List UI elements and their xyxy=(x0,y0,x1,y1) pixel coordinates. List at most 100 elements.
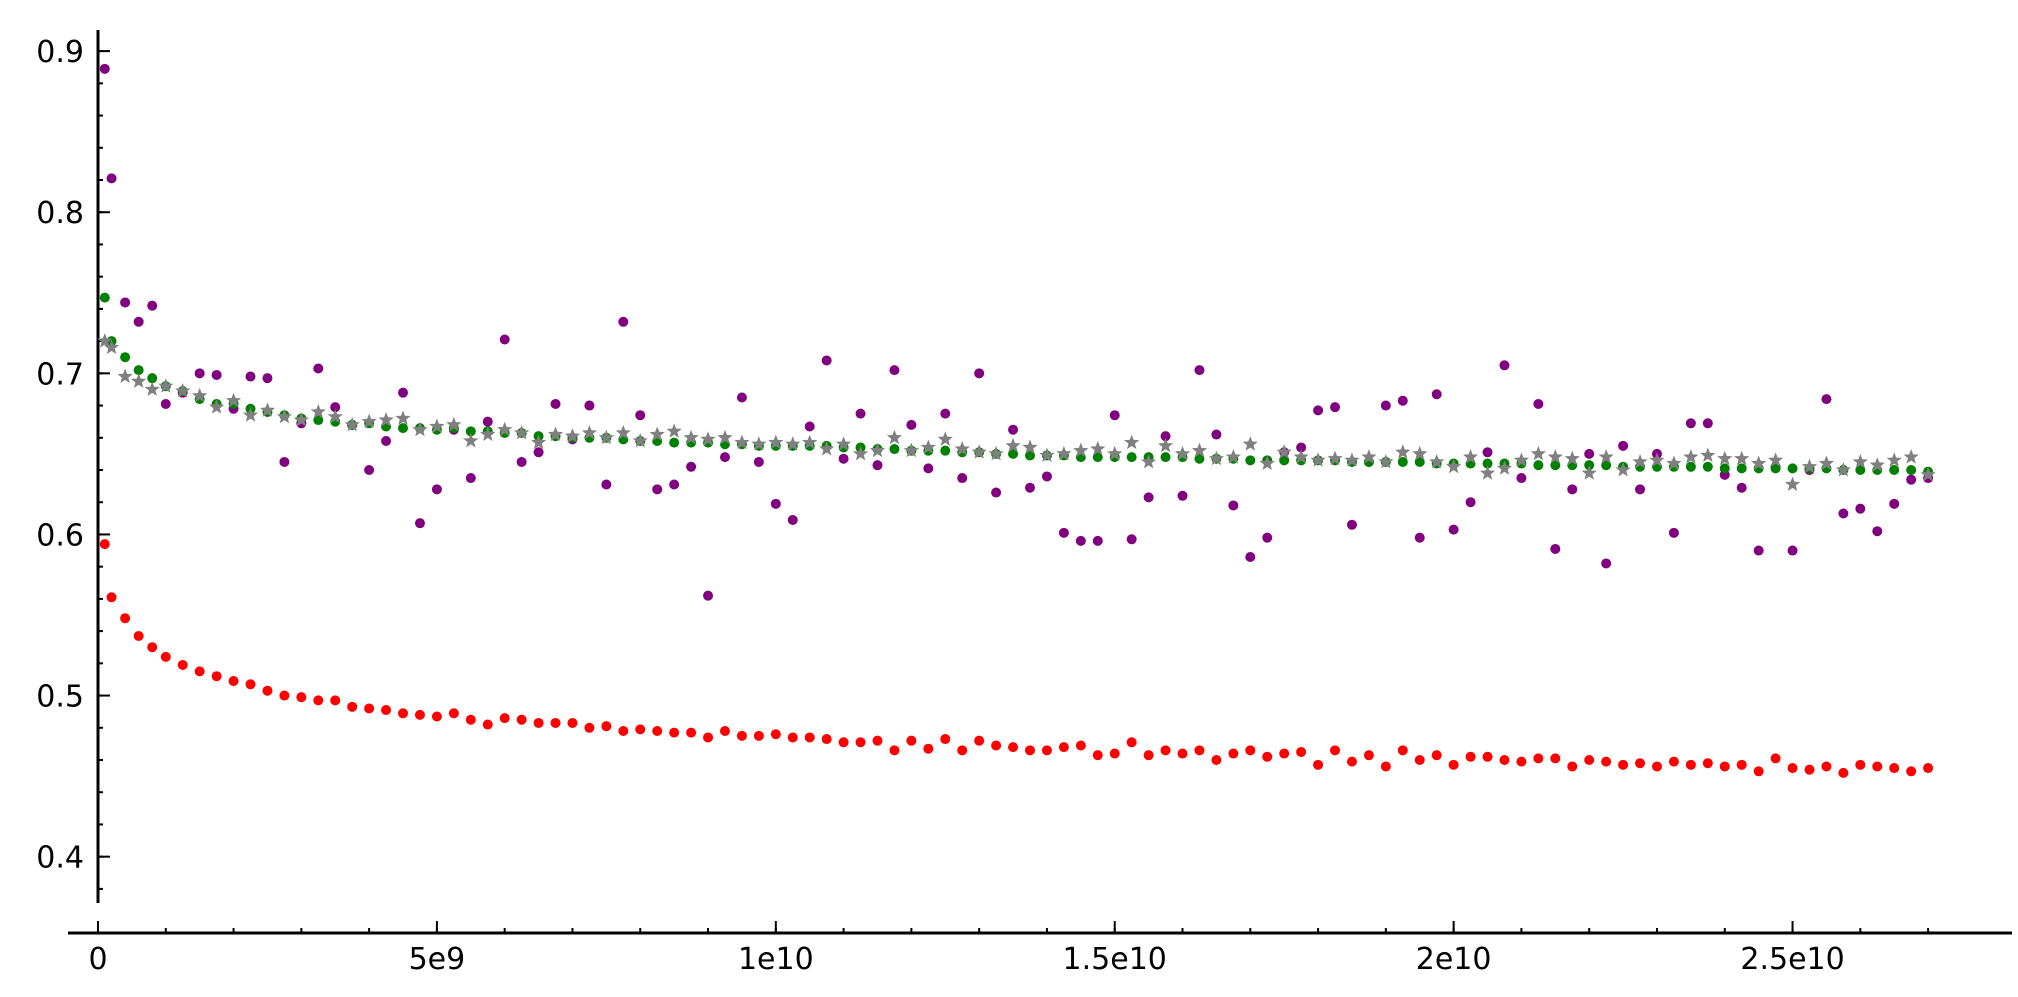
data-point xyxy=(703,590,714,601)
data-point xyxy=(872,460,883,471)
data-point xyxy=(131,373,147,388)
data-point xyxy=(923,463,934,474)
data-point xyxy=(785,436,801,451)
data-point xyxy=(1431,389,1442,400)
data-point xyxy=(1022,439,1038,454)
data-point xyxy=(1533,398,1544,409)
data-point xyxy=(550,398,561,409)
data-point xyxy=(1296,746,1307,757)
data-point xyxy=(1414,456,1425,467)
data-point xyxy=(736,730,747,741)
data-point xyxy=(1801,458,1818,474)
data-point xyxy=(635,410,646,421)
data-point xyxy=(293,412,309,427)
data-point xyxy=(1923,763,1934,774)
data-point xyxy=(1601,460,1612,471)
data-point xyxy=(988,445,1004,461)
data-point xyxy=(1702,758,1713,769)
data-point xyxy=(262,685,273,696)
data-point xyxy=(1330,402,1341,413)
data-point xyxy=(1008,448,1019,459)
x-axis: 0 5e9 1e10 1.5e10 2e10 2.5e10 xyxy=(68,921,2012,977)
data-point xyxy=(1753,766,1764,777)
data-point xyxy=(1107,445,1123,461)
data-point xyxy=(686,461,697,472)
data-point xyxy=(1615,462,1631,477)
data-point xyxy=(330,402,341,413)
data-point xyxy=(414,709,425,720)
data-point xyxy=(889,745,900,756)
x-tick-label: 0 xyxy=(88,942,107,977)
data-point xyxy=(1770,753,1781,764)
data-point xyxy=(1075,535,1086,546)
data-point xyxy=(1378,453,1394,469)
data-point xyxy=(1073,442,1089,458)
data-point xyxy=(768,434,784,450)
data-point xyxy=(482,719,493,730)
data-point xyxy=(1734,450,1750,466)
data-point xyxy=(1313,759,1324,770)
data-point xyxy=(1245,455,1256,466)
data-point xyxy=(940,734,951,745)
data-point xyxy=(1855,759,1866,770)
data-point xyxy=(1448,759,1459,770)
data-point xyxy=(669,479,680,490)
data-point xyxy=(872,735,883,746)
data-point xyxy=(1194,453,1205,464)
data-point xyxy=(1736,759,1747,770)
data-point xyxy=(1431,750,1442,761)
data-point xyxy=(584,400,595,411)
data-point xyxy=(106,592,117,603)
data-point xyxy=(1906,465,1917,475)
data-point xyxy=(618,726,629,736)
data-point xyxy=(971,444,987,459)
data-point xyxy=(1039,447,1055,462)
data-point xyxy=(1804,764,1815,775)
data-point xyxy=(1126,737,1137,748)
data-point xyxy=(448,708,459,719)
data-point xyxy=(886,429,903,445)
data-point xyxy=(211,369,222,380)
data-point xyxy=(310,404,326,419)
data-point xyxy=(1838,508,1849,519)
data-point xyxy=(1058,527,1069,538)
data-point xyxy=(160,398,171,409)
data-point xyxy=(1446,458,1462,474)
data-point xyxy=(144,381,160,396)
data-point xyxy=(313,695,324,706)
data-point xyxy=(1770,463,1781,474)
data-point xyxy=(584,722,595,733)
data-point xyxy=(1838,767,1849,778)
data-point xyxy=(906,419,917,430)
data-point xyxy=(1361,449,1377,464)
data-point xyxy=(463,433,479,448)
data-point xyxy=(1618,759,1629,770)
data-point xyxy=(1821,761,1832,772)
data-point xyxy=(1412,445,1428,461)
data-point xyxy=(869,442,886,458)
data-point xyxy=(1397,395,1408,406)
data-point xyxy=(133,365,144,376)
data-point xyxy=(1872,526,1883,537)
data-point xyxy=(889,365,900,376)
data-point xyxy=(465,714,476,725)
data-point xyxy=(1736,463,1747,474)
data-point xyxy=(1008,424,1019,435)
data-point xyxy=(147,373,158,384)
data-point xyxy=(279,690,290,701)
data-point xyxy=(1581,465,1597,480)
data-point xyxy=(1380,761,1391,772)
data-point xyxy=(1025,450,1035,461)
data-point xyxy=(1499,755,1510,765)
data-point xyxy=(279,456,290,467)
x-tick-label: 2e10 xyxy=(1416,942,1492,977)
data-point xyxy=(1635,484,1646,495)
data-point xyxy=(175,383,191,398)
data-point xyxy=(225,392,242,408)
data-point xyxy=(177,659,188,670)
data-point xyxy=(974,368,985,379)
data-point xyxy=(838,737,849,748)
data-point xyxy=(1276,444,1292,459)
data-point xyxy=(296,692,307,703)
data-point xyxy=(1601,756,1612,767)
